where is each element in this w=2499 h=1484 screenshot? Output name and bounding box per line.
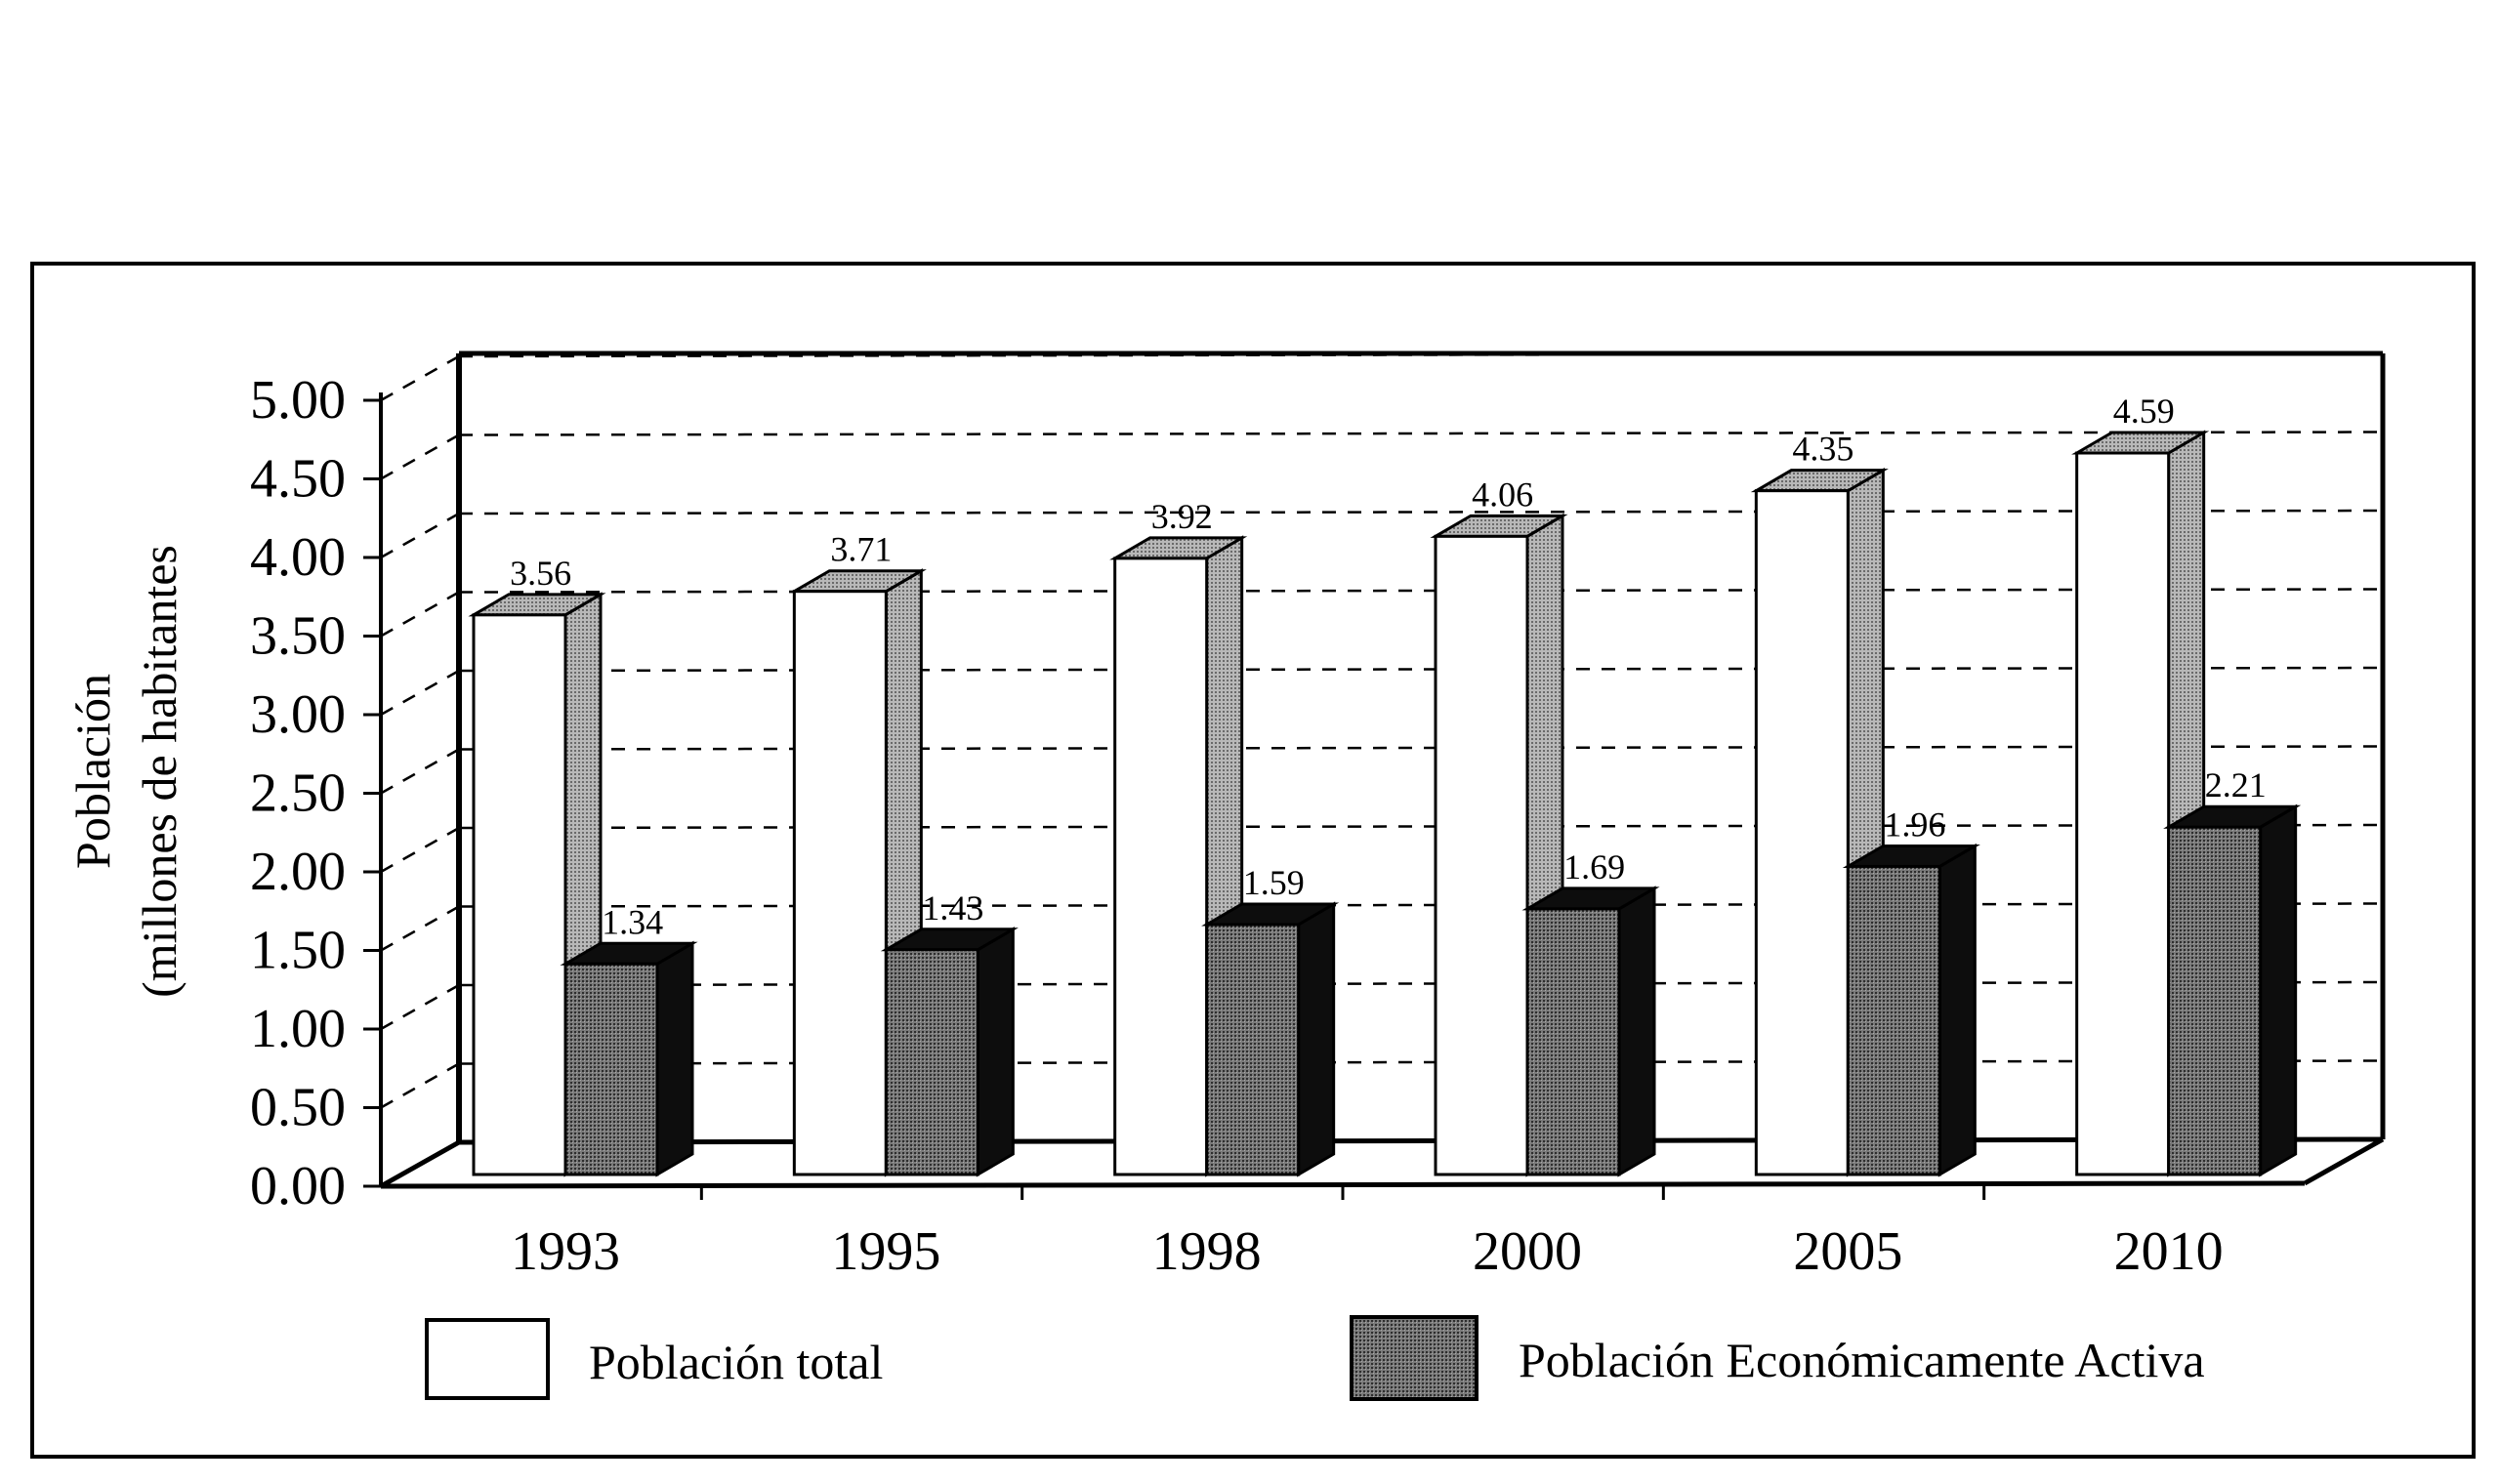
bar-front xyxy=(1846,864,1941,1176)
y-tick-label: 3.50 xyxy=(250,606,346,667)
side-gridline xyxy=(380,512,460,559)
y-axis-title: Población (millones de habitantes xyxy=(65,545,187,998)
bar-front xyxy=(884,948,979,1176)
data-label: 1.96 xyxy=(1884,804,1945,844)
bar-pea-2000 xyxy=(1521,886,1660,1177)
side-gridline xyxy=(380,591,460,638)
side-gridline xyxy=(380,669,460,717)
x-tick-label: 2000 xyxy=(1473,1221,1582,1282)
x-tick-label: 1995 xyxy=(831,1221,940,1282)
y-tick-label: 2.50 xyxy=(250,763,346,824)
gridline xyxy=(458,823,2384,830)
data-label: 4.35 xyxy=(1792,430,1853,469)
bars xyxy=(468,430,2302,1177)
bar-pea-1993 xyxy=(560,940,698,1177)
y-axis-title-line-2: (millones de habitantes xyxy=(132,545,187,998)
side-gridline xyxy=(380,748,460,795)
data-label: 3.92 xyxy=(1151,497,1213,536)
legend-label-poblacion-total: Población total xyxy=(589,1335,883,1389)
y-tick-label: 5.00 xyxy=(250,370,346,431)
data-label: 1.34 xyxy=(602,902,663,941)
gridline xyxy=(458,745,2384,751)
gridline xyxy=(458,588,2384,594)
bar-side xyxy=(1297,901,1336,1177)
gridline xyxy=(458,1059,2384,1065)
x-tick-label: 2010 xyxy=(2114,1221,2224,1282)
bar-front xyxy=(472,613,567,1176)
y-tick-label: 0.00 xyxy=(250,1156,346,1216)
data-label: 1.43 xyxy=(922,888,983,928)
bar-front xyxy=(1113,556,1209,1176)
side-gridline xyxy=(380,826,460,874)
data-label: 3.56 xyxy=(510,554,571,593)
bar-front xyxy=(1525,907,1621,1176)
bar-front xyxy=(2167,825,2263,1176)
gridlines xyxy=(380,351,2384,1109)
legend-label-pea: Población Económicamente Activa xyxy=(1519,1333,2205,1387)
bar-side xyxy=(1617,886,1656,1177)
side-gridline xyxy=(380,354,460,402)
x-tick-label: 1993 xyxy=(511,1221,620,1282)
side-gridline xyxy=(380,983,460,1031)
y-ticks: 0.00 0.50 1.00 1.50 2.00 2.50 3.00 3.50 4.00 4.50… xyxy=(250,370,381,1216)
x-ticks: 1993 1995 1998 2000 2005 2010 xyxy=(511,1186,2224,1282)
bar-side xyxy=(1937,843,1977,1177)
legend-swatch-poblacion-total xyxy=(425,1318,550,1400)
bar-front xyxy=(2075,451,2171,1176)
y-tick-label: 0.50 xyxy=(250,1078,346,1138)
gridline xyxy=(458,509,2384,515)
gridline xyxy=(458,980,2384,987)
bar-pea-1995 xyxy=(880,927,1019,1177)
bar-pea-2010 xyxy=(2163,804,2302,1177)
side-gridline xyxy=(380,1062,460,1109)
data-label: 4.06 xyxy=(1472,474,1533,514)
data-label: 3.71 xyxy=(830,530,892,569)
y-tick-label: 1.00 xyxy=(250,999,346,1059)
gridline xyxy=(458,431,2384,436)
gridline xyxy=(458,902,2384,908)
data-label: 1.69 xyxy=(1563,847,1625,886)
x-tick-label: 1998 xyxy=(1152,1221,1262,1282)
y-tick-label: 1.50 xyxy=(250,921,346,981)
y-tick-label: 4.00 xyxy=(250,527,346,588)
bar-side xyxy=(655,940,694,1177)
y-axis-title-line-1: Población xyxy=(65,674,120,869)
x-tick-label: 2005 xyxy=(1793,1221,1902,1282)
data-label: 1.59 xyxy=(1243,863,1305,902)
bar-side xyxy=(2259,804,2298,1177)
x-axis xyxy=(380,1180,2306,1189)
y-tick-label: 3.00 xyxy=(250,684,346,745)
bar-front xyxy=(792,590,888,1176)
bar-front xyxy=(563,962,659,1176)
y-tick-label: 4.50 xyxy=(250,449,346,510)
bar-pea-1998 xyxy=(1201,901,1340,1177)
data-label: 4.59 xyxy=(2113,392,2175,431)
data-labels: 3.56 1.34 3.71 1.43 3.92 1.59 4.06 1.69 4.35 1.96… xyxy=(510,392,2267,941)
bar-front xyxy=(1754,489,1850,1176)
legend: Población total Población Económicamente… xyxy=(425,1315,2205,1401)
side-gridline xyxy=(380,433,460,480)
y-tick-label: 2.00 xyxy=(250,842,346,902)
gridline xyxy=(458,351,2384,358)
bar-side xyxy=(976,927,1015,1177)
bar-front xyxy=(1205,923,1301,1176)
bar-front xyxy=(1434,534,1529,1176)
side-gridline xyxy=(380,905,460,952)
data-label: 2.21 xyxy=(2205,765,2267,804)
bar-pea-2005 xyxy=(1842,843,1980,1177)
chart-frame xyxy=(30,262,2476,1459)
legend-swatch-pea xyxy=(1350,1315,1479,1401)
gridline xyxy=(458,666,2384,673)
